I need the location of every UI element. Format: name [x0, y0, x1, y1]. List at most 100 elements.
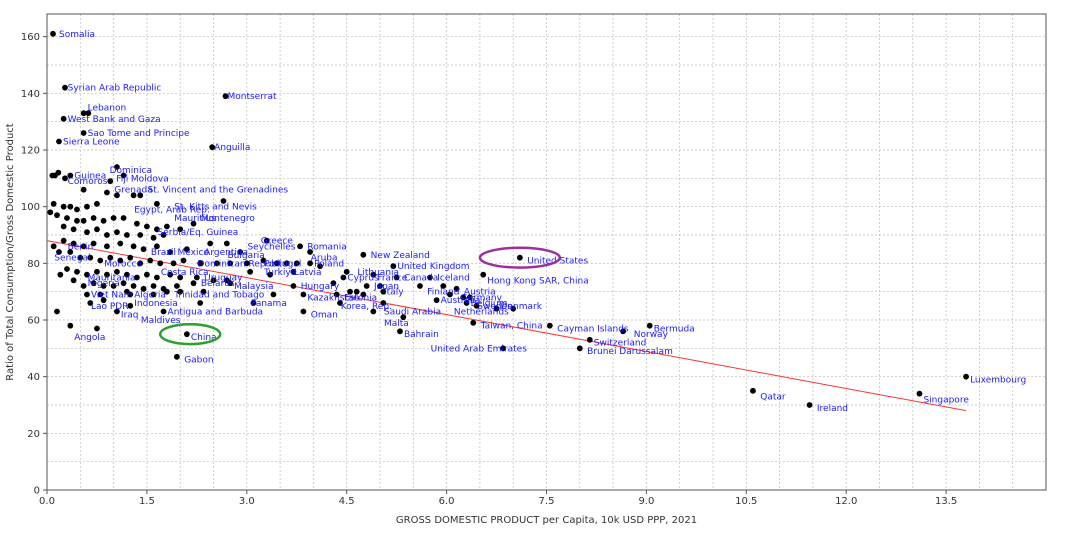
axis-layer: 0.0 1.5 3.0 4.5 6.0 7.5 9.0 10.5 12.0 13.5 0 20 40 60…	[21, 13, 1047, 507]
data-point	[470, 319, 477, 326]
data-point	[74, 217, 80, 224]
point-label: Seychelles	[247, 242, 295, 252]
x-tick-label: 3.0	[239, 496, 255, 507]
data-point	[363, 283, 370, 289]
point-label: Algeria	[134, 291, 166, 301]
point-label: Belgium	[471, 299, 508, 309]
data-point	[163, 223, 170, 230]
point-label: Gabon	[184, 356, 213, 366]
data-point	[576, 345, 583, 352]
data-point	[117, 257, 124, 264]
x-tick-label: 10.5	[735, 496, 757, 507]
data-point	[110, 215, 117, 221]
data-point	[290, 283, 297, 289]
data-point	[153, 226, 160, 233]
point-label: Ireland	[817, 404, 848, 414]
data-point	[57, 271, 64, 278]
data-point	[343, 268, 350, 275]
point-label: Fiji	[116, 174, 128, 184]
data-point	[153, 200, 160, 207]
data-point	[100, 217, 107, 224]
data-point	[153, 274, 160, 281]
point-label: Viet Nam	[91, 291, 132, 301]
y-tick-label: 120	[21, 146, 40, 157]
point-label: Denmark	[501, 302, 543, 312]
data-point	[270, 291, 277, 298]
data-point	[50, 200, 57, 207]
highlight-ellipse	[158, 323, 222, 346]
data-point	[500, 345, 507, 352]
trend-line	[46, 240, 967, 412]
data-point	[137, 192, 144, 199]
point-label: Australia	[441, 296, 481, 306]
point-label: Somalia	[59, 30, 95, 40]
point-label: Costa Rica	[161, 268, 209, 278]
data-point	[300, 291, 307, 298]
data-point	[160, 232, 167, 238]
data-point	[360, 251, 367, 258]
data-point	[916, 390, 923, 397]
data-point	[77, 254, 84, 261]
data-point	[144, 223, 150, 230]
data-point	[70, 226, 77, 233]
data-point	[370, 308, 377, 315]
point-label: Greece	[261, 237, 293, 247]
data-point	[114, 308, 120, 315]
data-point	[84, 203, 90, 210]
point-label: Germany	[461, 293, 503, 303]
point-label: Oman	[311, 310, 338, 320]
point-label: Mauritania	[88, 274, 136, 284]
data-point	[370, 271, 377, 278]
data-point	[97, 257, 104, 264]
data-point	[750, 387, 756, 394]
data-point	[150, 234, 157, 241]
point-label: Serbia/Eq. Guinea	[158, 228, 239, 238]
point-label: Poland	[314, 259, 344, 269]
point-label: Bulgaria	[227, 251, 264, 261]
point-label: Portugal	[264, 259, 301, 269]
data-point	[56, 249, 62, 255]
point-label: Finland	[427, 288, 459, 298]
data-point	[104, 243, 110, 250]
data-point	[440, 283, 447, 289]
data-point	[80, 130, 87, 136]
data-point	[160, 308, 167, 315]
data-point	[173, 353, 180, 360]
data-point	[267, 271, 274, 278]
point-label: Uruguay	[204, 274, 243, 284]
data-point	[80, 217, 87, 224]
data-point	[190, 220, 197, 227]
data-point	[250, 300, 257, 306]
point-label: Korea, Rep.	[341, 302, 392, 312]
data-point	[107, 178, 114, 185]
data-point	[337, 300, 343, 306]
data-point	[144, 271, 150, 278]
data-point	[127, 291, 134, 298]
y-tick-label: 100	[21, 202, 40, 213]
x-tick-label: 9.0	[638, 496, 654, 507]
data-point	[586, 336, 593, 343]
point-label: Dominican Republic	[198, 259, 287, 269]
data-point	[290, 268, 297, 275]
data-point	[237, 249, 244, 255]
point-label: Norway	[634, 330, 669, 340]
data-point	[114, 268, 120, 275]
data-point	[317, 263, 323, 270]
data-point	[177, 274, 184, 281]
data-point	[70, 277, 77, 284]
point-label: United Arab Emirates	[431, 344, 528, 354]
point-label: Qatar	[760, 393, 786, 403]
data-point	[473, 302, 480, 309]
data-point	[307, 249, 313, 255]
data-point	[260, 257, 267, 264]
point-label: Brazil	[151, 248, 176, 258]
data-point	[130, 192, 137, 199]
point-label: Syrian Arab Republic	[68, 84, 162, 94]
data-point	[137, 232, 144, 238]
point-label: Comoros	[68, 177, 108, 187]
data-point	[54, 212, 60, 219]
y-tick-label: 0	[34, 486, 40, 497]
point-label: Turkiye	[263, 268, 297, 278]
data-point	[90, 280, 97, 287]
data-point	[222, 93, 229, 100]
